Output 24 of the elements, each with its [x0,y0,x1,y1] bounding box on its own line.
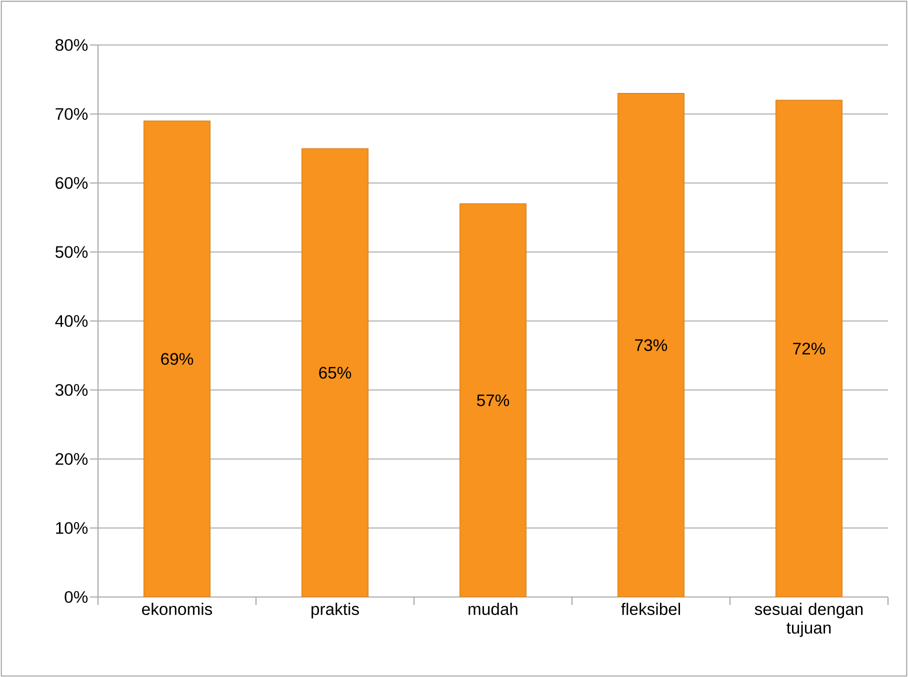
y-tick-label: 80% [56,38,88,51]
x-tick-label: ekonomis [142,602,212,615]
y-tick-label: 20% [56,452,88,465]
data-label: 57% [476,394,510,406]
bar [776,100,842,597]
data-label: 73% [635,339,668,351]
data-label: 69% [161,352,194,365]
y-tick-label: 40% [55,314,88,327]
bar [302,148,368,597]
x-tick-label: fleksibel [621,602,680,615]
y-tick-label: 0% [64,590,88,603]
y-tick-label: 50% [56,246,88,258]
y-tick-label: 30% [55,384,88,396]
x-tick-label: mudah [468,602,518,615]
y-tick-label: 60% [56,176,88,189]
x-tick-label: praktis [312,602,359,618]
data-label: 72% [793,342,826,354]
y-tick-label: 70% [56,108,88,120]
data-label: 65% [319,366,352,378]
bar [144,120,210,597]
bar [618,92,684,597]
bar [460,203,526,597]
x-tick-label: sesuai dengan tujuan [754,602,863,637]
y-tick-label: 10% [56,522,88,534]
